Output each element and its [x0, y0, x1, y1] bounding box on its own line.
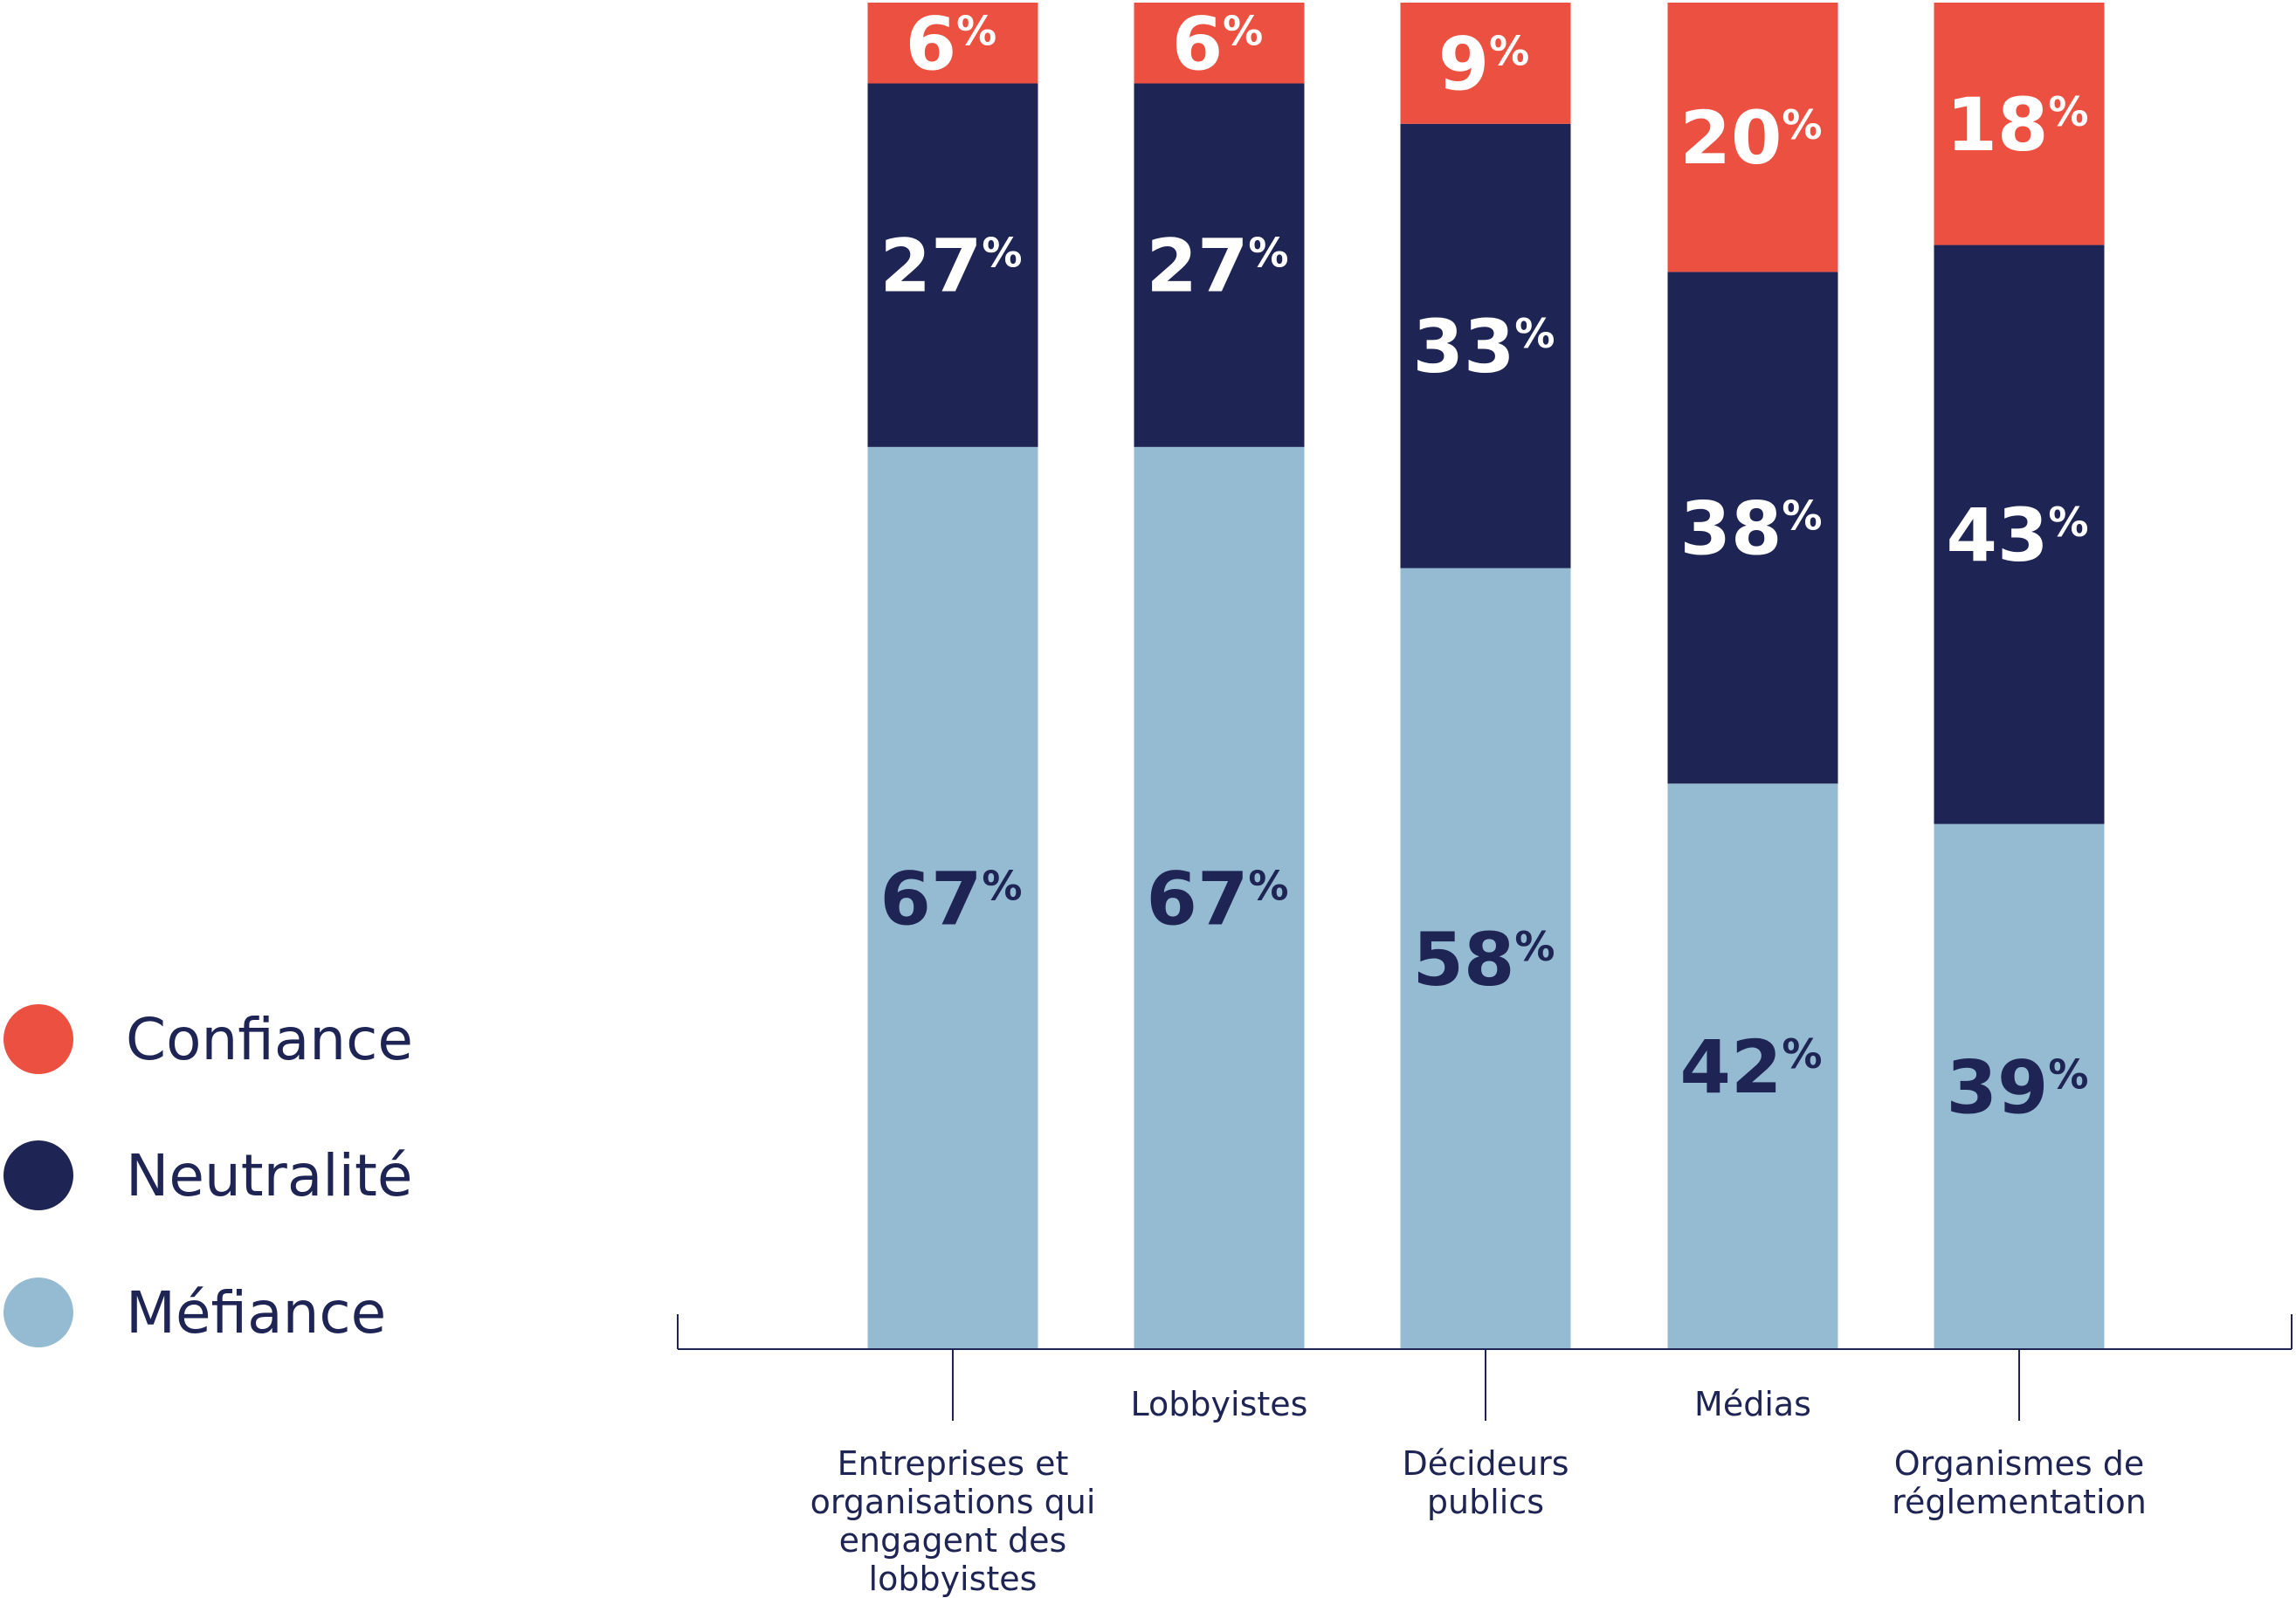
data-label-confiance-5: 18% [1947, 82, 2089, 168]
bar-confiance-3 [1400, 3, 1571, 124]
bar-confiance-4 [1667, 3, 1838, 272]
bar-stack-1: 67% 27% 6% [867, 1, 1038, 1349]
legend-label-confiance: Confiance [126, 1006, 414, 1073]
data-label-neutralite-5: 43% [1947, 492, 2089, 578]
data-label-neutralite-1: 27% [880, 224, 1023, 309]
legend-label-mefiance: Méfiance [126, 1279, 387, 1347]
data-label-confiance-1: 6% [906, 1, 997, 86]
legend-swatch-confiance [3, 1004, 73, 1074]
data-label-neutralite-4: 38% [1680, 486, 1823, 571]
data-label-confiance-2: 6% [1172, 1, 1264, 86]
data-label-neutralite-3: 33% [1413, 304, 1555, 389]
bar-stack-4: 42% 38% 20% [1667, 3, 1838, 1349]
legend-item-neutralite: Neutralité [0, 1140, 524, 1210]
legend-swatch-mefiance [3, 1278, 73, 1347]
legend-label-neutralite: Neutralité [126, 1142, 413, 1209]
bar-neutralite-5 [1934, 245, 2105, 824]
bar-mefiance-4 [1667, 783, 1838, 1349]
bar-mefiance-2 [1134, 446, 1305, 1349]
data-label-mefiance-4: 42% [1680, 1024, 1823, 1110]
bar-neutralite-2 [1134, 83, 1305, 447]
data-label-mefiance-3: 58% [1413, 917, 1555, 1002]
category-label-5: Organismes de réglementation [1892, 1444, 2147, 1521]
bar-confiance-5 [1934, 3, 2105, 245]
bar-confiance-1 [867, 3, 1038, 84]
bar-stack-3: 58% 33% 9% [1400, 3, 1571, 1349]
legend-item-confiance: Confiance [0, 1004, 524, 1074]
bar-stack-2: 67% 27% 6% [1134, 1, 1305, 1349]
bar-mefiance-5 [1934, 823, 2105, 1349]
data-label-confiance-3: 9% [1438, 21, 1530, 107]
bar-confiance-2 [1134, 3, 1305, 84]
bar-stack-5: 39% 43% 18% [1934, 3, 2105, 1349]
category-label-1: Entreprises et organisations qui engagen… [810, 1444, 1096, 1598]
category-label-4: Médias [1694, 1385, 1811, 1423]
bar-neutralite-4 [1667, 272, 1838, 784]
data-label-mefiance-1: 67% [880, 856, 1023, 941]
bar-neutralite-1 [867, 83, 1038, 447]
bar-mefiance-3 [1400, 568, 1571, 1349]
category-label-2: Lobbyistes [1130, 1385, 1308, 1423]
data-label-neutralite-2: 27% [1147, 224, 1289, 309]
data-label-confiance-4: 20% [1680, 95, 1823, 181]
data-label-mefiance-5: 39% [1947, 1044, 2089, 1130]
legend-item-mefiance: Méfiance [0, 1278, 524, 1347]
bar-neutralite-3 [1400, 123, 1571, 568]
bar-mefiance-1 [867, 446, 1038, 1349]
category-label-3: Décideurs publics [1402, 1444, 1569, 1521]
data-label-mefiance-2: 67% [1147, 856, 1289, 941]
legend-swatch-neutralite [3, 1140, 73, 1210]
